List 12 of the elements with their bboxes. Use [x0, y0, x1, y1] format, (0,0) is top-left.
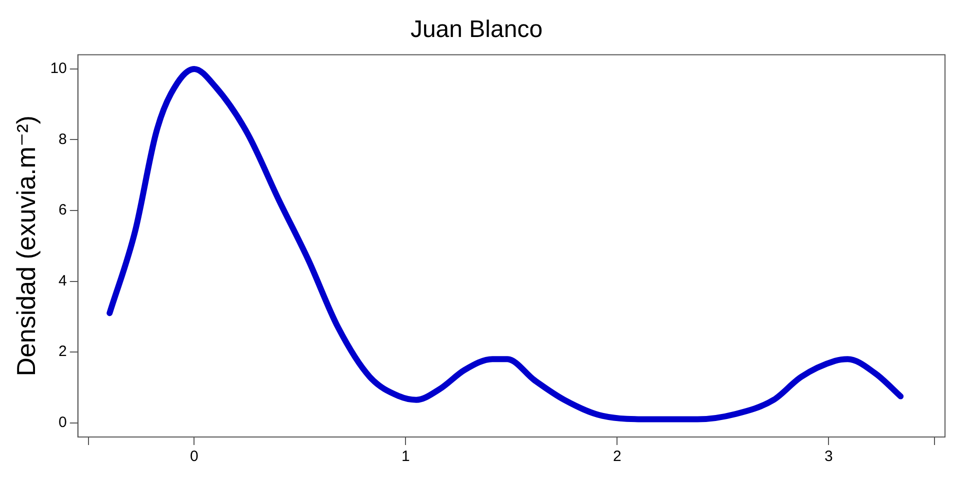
x-tick-label: 3	[824, 448, 833, 466]
y-tick-label: 6	[58, 202, 67, 219]
chart-title: Juan Blanco	[410, 16, 543, 44]
y-tick-label: 4	[58, 272, 67, 290]
y-tick-label: 10	[50, 60, 67, 78]
y-tick-label: 8	[58, 130, 67, 148]
x-tick-label: 1	[402, 448, 410, 466]
y-axis-title: Densidad (exuvia.m⁻²)	[10, 115, 41, 376]
y-tick-label: 2	[58, 343, 67, 360]
y-tick-label: 0	[58, 414, 67, 431]
x-tick-label: 2	[613, 448, 622, 466]
x-tick-label: 0	[190, 448, 198, 466]
